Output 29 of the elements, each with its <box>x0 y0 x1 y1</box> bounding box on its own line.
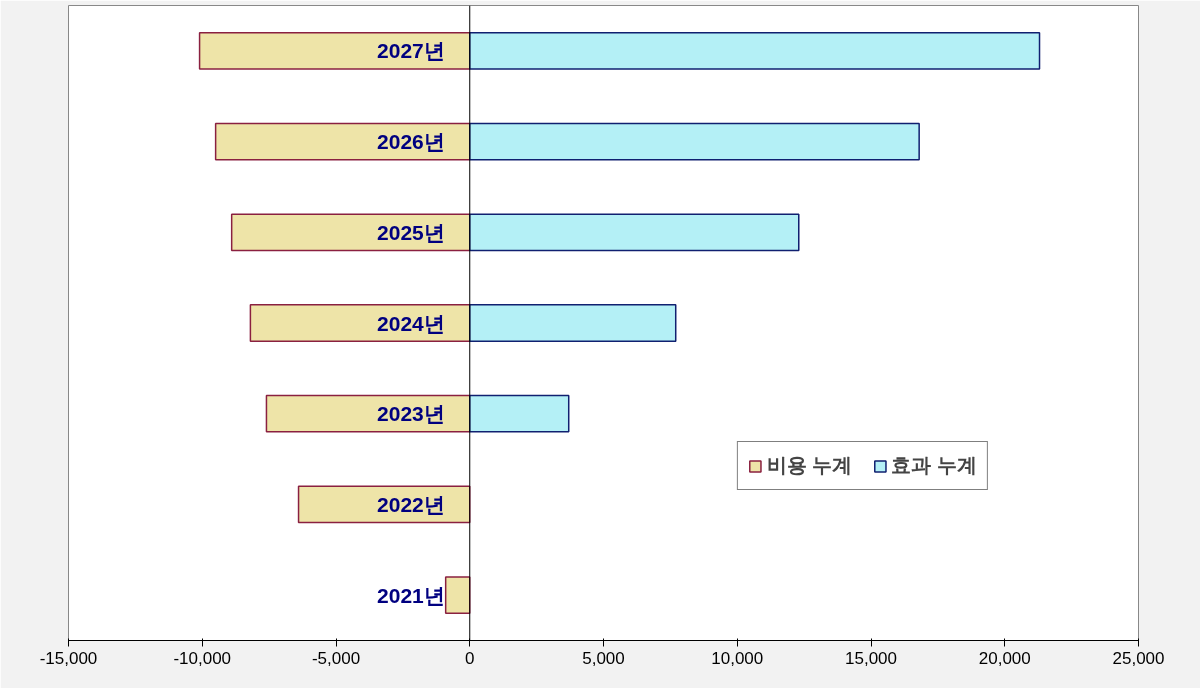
bar <box>469 394 570 433</box>
x-tick-label: 0 <box>465 648 475 668</box>
x-tick-label: -15,000 <box>39 648 98 668</box>
y-tick-label: 2026년 <box>377 130 445 154</box>
y-tick-label: 2024년 <box>377 311 445 335</box>
x-tick-label: -10,000 <box>173 648 232 668</box>
x-tick-label: 25,000 <box>1112 648 1165 668</box>
x-tick-label: 10,000 <box>711 648 764 668</box>
y-tick-label: 2021년 <box>377 583 445 607</box>
bar <box>230 213 471 252</box>
x-tick-label: 15,000 <box>845 648 897 668</box>
y-tick-label: 2022년 <box>377 492 445 516</box>
y-tick-label: 2027년 <box>377 39 445 63</box>
bar <box>469 213 800 252</box>
bar <box>469 122 920 161</box>
bar <box>469 304 677 342</box>
x-tick-label: 20,000 <box>978 648 1031 668</box>
legend-label: 효과 누계 <box>891 453 977 478</box>
legend-label: 비용 누계 <box>766 453 853 478</box>
bar <box>198 31 471 70</box>
bar <box>214 122 471 161</box>
bar <box>249 304 471 342</box>
y-tick-label: 2025년 <box>377 220 445 244</box>
x-tick-label: -5,000 <box>311 648 361 668</box>
bar <box>265 394 471 433</box>
x-tick-label: 5,000 <box>582 648 625 668</box>
bar <box>444 576 471 615</box>
y-tick-label: 2023년 <box>377 402 445 426</box>
bar <box>469 31 1041 70</box>
